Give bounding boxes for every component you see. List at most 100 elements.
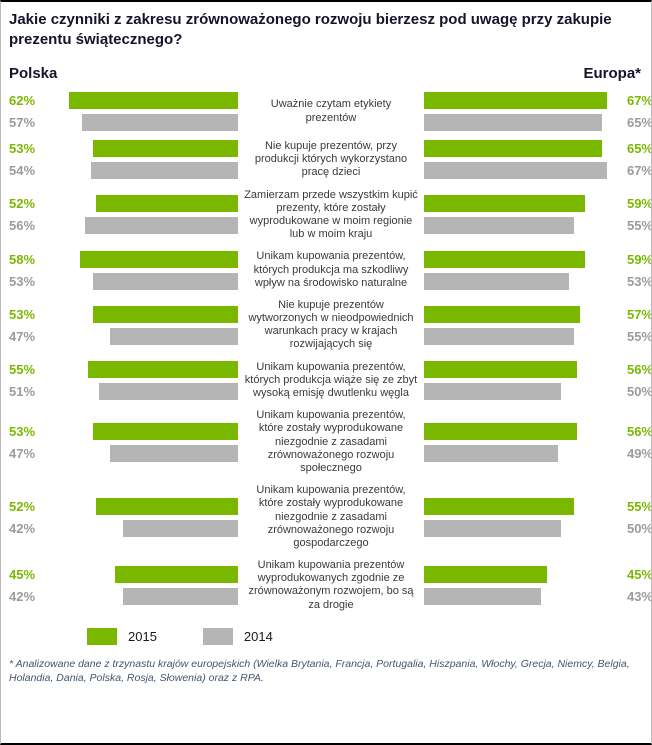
polska-2014-bar [109,327,238,345]
bar-track [55,114,238,131]
polska-2014-bar-line: 42% [9,587,238,605]
europa-2014-bar [424,519,561,537]
legend-item-2015: 2015 [87,627,157,645]
polska-2014-bar-line: 56% [9,217,238,235]
bar-track [424,217,607,235]
bar-track [55,444,238,462]
polska-2015-bar-line: 53% [9,305,238,323]
column-headers: Polska Europa* [9,65,641,82]
europa-2015-bar [424,250,586,268]
europa-bars: 65% 67% [424,140,652,180]
europa-2014-bar-line: 53% [424,272,652,290]
europa-2015-bar [424,422,577,440]
europa-2015-bar [424,360,577,378]
polska-2015-bar-line: 55% [9,360,238,378]
polska-2014-bar [93,272,238,290]
europa-2014-bar-line: 55% [424,217,651,235]
bar-track [424,587,607,605]
bar-track [55,217,238,235]
polska-2015-value-label: 53% [9,141,36,157]
europa-2015-bar [424,92,607,109]
europa-2015-value-label: 55% [626,498,652,514]
europa-2015-bar-line: 45% [424,565,652,583]
polska-bars: 45% 42% [9,565,238,605]
europa-2015-bar-line: 57% [424,305,652,323]
polska-2015-value-label: 52% [9,196,36,212]
legend-swatch-2015 [87,627,117,645]
polska-2014-bar [123,519,238,537]
europa-2014-bar [424,444,558,462]
bar-track [55,422,238,440]
polska-bars: 52% 56% [9,195,238,235]
row-category-label: Unikam kupowania prezentów wyprodukowany… [248,559,414,611]
europa-2014-bar-line: 50% [424,382,652,400]
europa-2015-value-label: 67% [626,93,652,108]
polska-bars: 53% 47% [9,422,238,462]
chart-row: 62% 57% Uważnie czytam etykiety prezentó… [9,92,651,131]
polska-2015-bar [93,140,238,158]
europa-2014-bar-line: 49% [424,444,651,462]
bar-track [424,422,607,440]
chart-row: 53% 54% Nie kupuje prezentów, przy produ… [9,140,651,180]
europa-bars: 56% 49% [424,422,651,462]
polska-2014-value-label: 57% [9,115,36,130]
polska-2015-bar [95,497,238,515]
polska-bars: 53% 54% [9,140,238,180]
europa-2015-value-label: 65% [626,141,652,157]
polska-2014-value-label: 56% [9,218,36,234]
polska-2015-bar [87,360,238,378]
europa-2014-bar [424,587,542,605]
europa-2015-value-label: 56% [626,361,652,377]
polska-2014-bar-line: 47% [9,327,238,345]
europa-2015-bar-line: 56% [424,360,652,378]
bar-track [55,497,238,515]
europa-2014-bar [424,162,607,180]
europa-2015-bar [424,497,575,515]
europa-2015-bar-line: 67% [424,92,652,109]
row-category-label: Unikam kupowania prezentów, które został… [256,484,406,549]
europa-2014-bar-line: 43% [424,587,652,605]
chart-row: 53% 47% Nie kupuje prezentów wytworzonyc… [9,299,651,352]
polska-2015-bar-line: 52% [9,195,238,213]
polska-2015-bar [79,250,238,268]
bar-track [55,587,238,605]
bar-track [55,272,238,290]
polska-2015-bar [68,92,238,109]
chart-legend: 2015 2014 [87,627,643,645]
europa-2015-bar-line: 55% [424,497,652,515]
europa-2014-value-label: 50% [626,520,652,536]
europa-2014-value-label: 67% [626,163,652,179]
bar-track [424,565,607,583]
bar-track [55,565,238,583]
polska-2015-bar [93,422,238,440]
europa-2014-bar [424,217,575,235]
polska-2014-bar-line: 53% [9,272,238,290]
bar-track [424,305,607,323]
europa-2015-value-label: 57% [626,306,652,322]
europa-2014-value-label: 43% [626,588,652,604]
bar-track [424,360,607,378]
europa-bars: 55% 50% [424,497,652,537]
bar-track [55,382,238,400]
polska-bars: 52% 42% [9,497,238,537]
europa-2014-value-label: 50% [626,383,652,399]
polska-2014-value-label: 54% [9,163,36,179]
polska-2014-value-label: 51% [9,383,36,399]
polska-2014-value-label: 42% [9,588,36,604]
europa-2014-value-label: 55% [626,328,652,344]
polska-bars: 55% 51% [9,360,238,400]
left-column-header-polska: Polska [9,65,58,82]
chart-row: 55% 51% Unikam kupowania prezentów, któr… [9,360,651,401]
chart-row: 53% 47% Unikam kupowania prezentów, któr… [9,409,651,475]
europa-2014-value-label: 53% [626,273,652,289]
row-category-label: Unikam kupowania prezentów, których prod… [244,360,418,399]
polska-bars: 58% 53% [9,250,238,290]
bar-track [424,444,607,462]
europa-bars: 59% 53% [424,250,652,290]
bar-track [55,250,238,268]
bar-track [424,250,607,268]
polska-bars: 53% 47% [9,305,238,345]
bar-track [55,519,238,537]
europa-2015-value-label: 45% [626,566,652,582]
